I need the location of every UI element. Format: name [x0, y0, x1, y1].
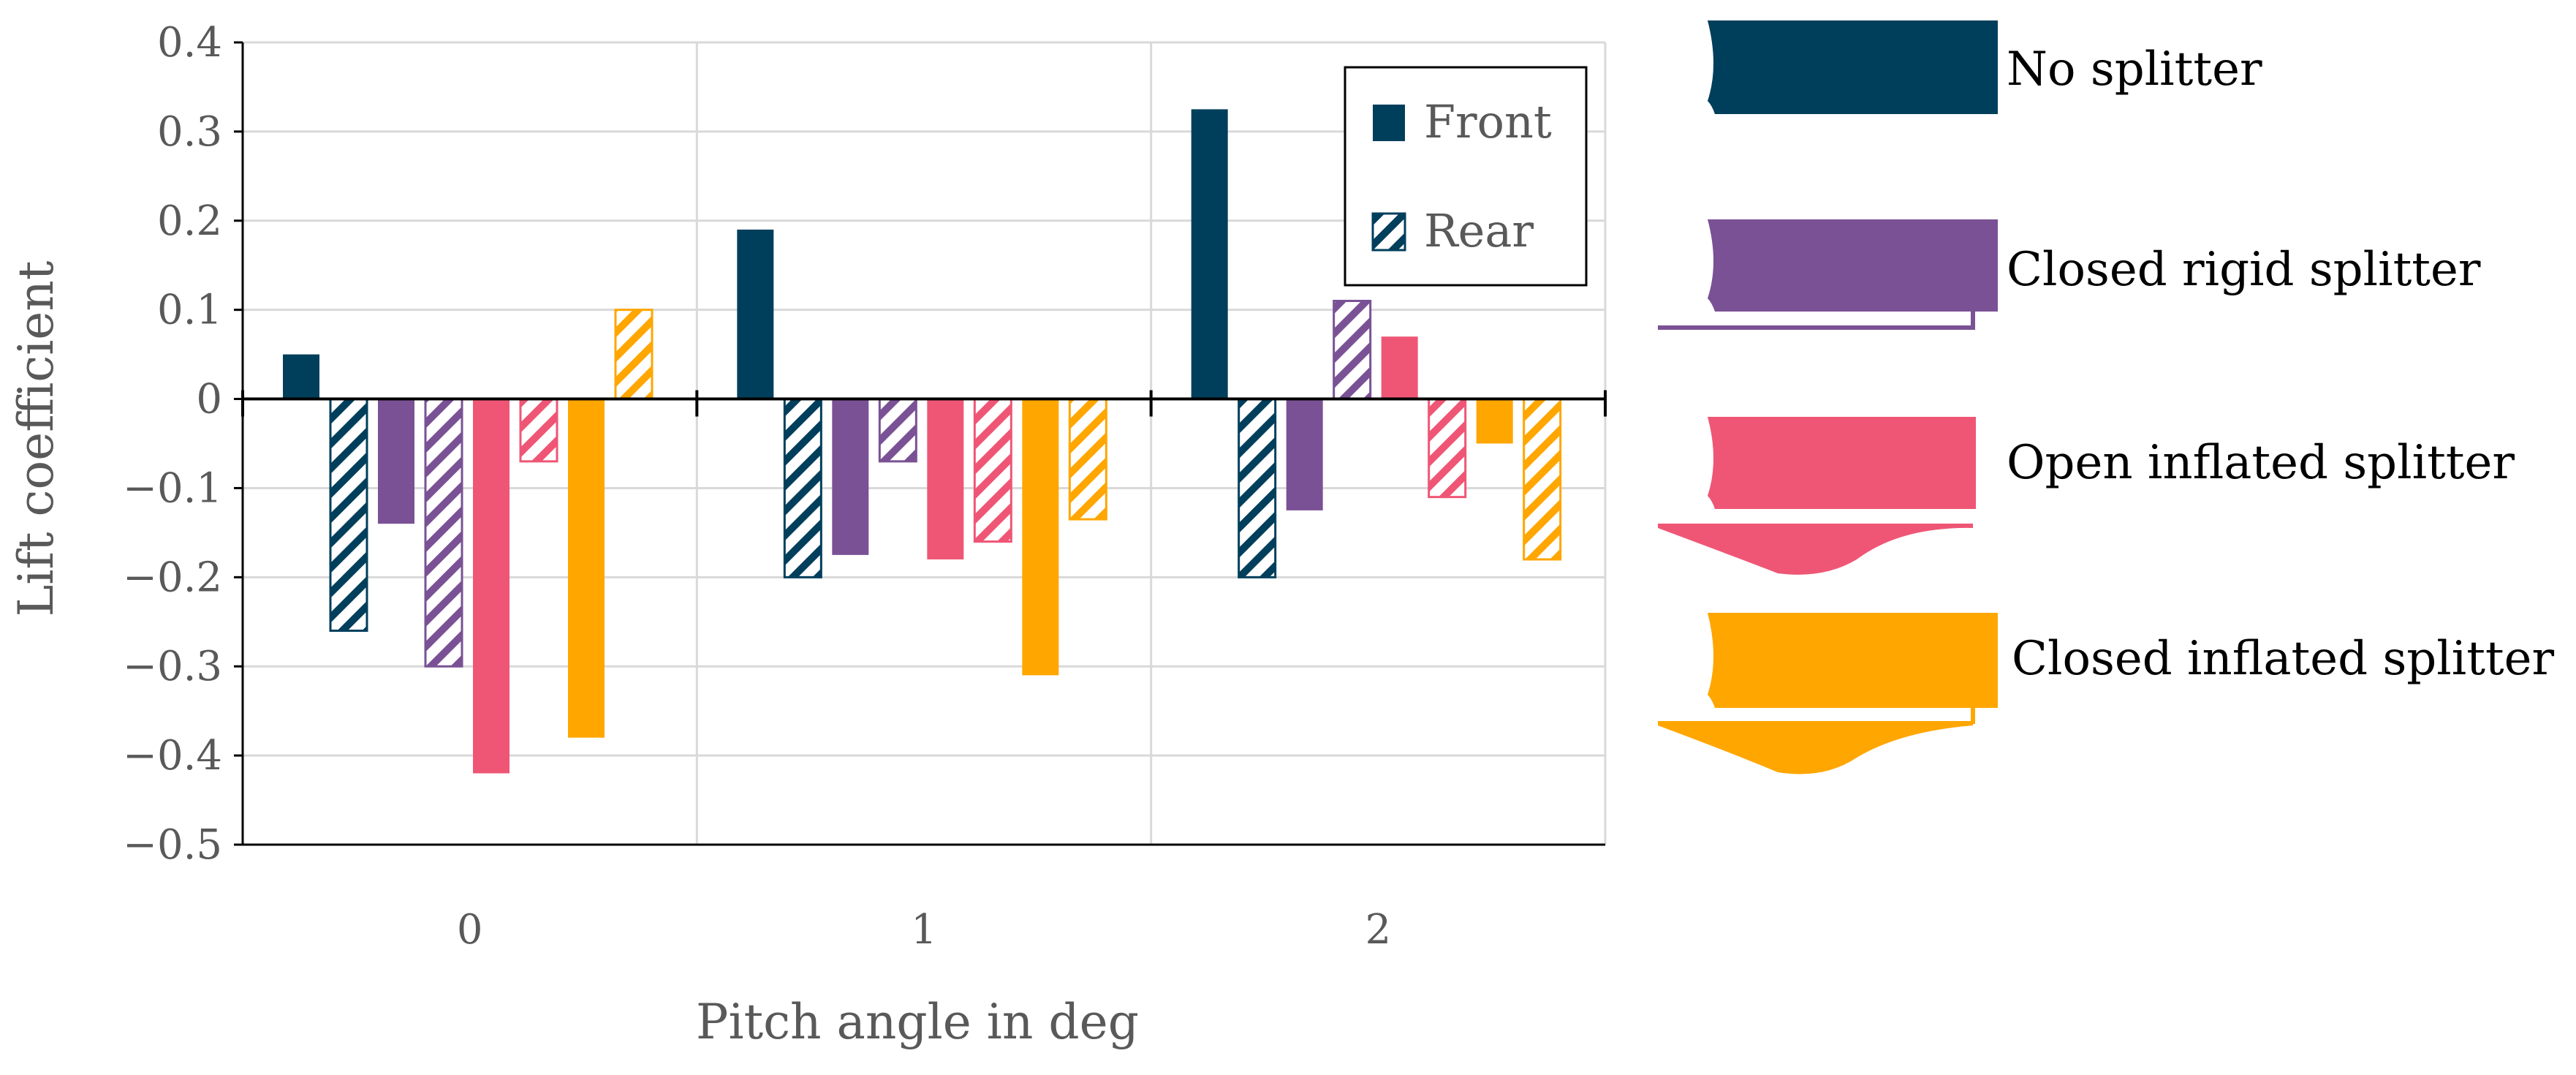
bar-front: [378, 399, 414, 524]
bar-rear: [1333, 299, 1372, 401]
car-profile-open-inflated: [1708, 417, 1976, 509]
bar-front: [473, 399, 509, 774]
legend: Front Rear: [1344, 66, 1588, 287]
inflated-splitter-shape: [1658, 524, 1973, 575]
y-tick-label: 0.3: [157, 108, 222, 156]
bar-rear: [1238, 398, 1277, 578]
y-tick-label: 0.1: [157, 287, 222, 334]
bars: [283, 109, 1562, 774]
bar-rear: [329, 398, 368, 632]
bar-front: [1022, 399, 1059, 676]
config-closed-inflated-splitter: Closed inflated splitter: [1658, 613, 2555, 774]
x-tick-labels: 0 1 2: [457, 906, 1391, 954]
bar-front: [832, 399, 869, 555]
bar-front: [1286, 399, 1323, 510]
bar-rear: [614, 309, 654, 401]
bar-rear: [783, 398, 822, 578]
bar-front: [1381, 336, 1418, 399]
legend-label-front: Front: [1424, 95, 1552, 148]
config-label-closed-inflated: Closed inflated splitter: [2012, 632, 2555, 686]
config-no-splitter: No splitter: [1708, 20, 2262, 114]
car-profile-no-splitter: [1708, 20, 1998, 114]
y-axis-title: Lift coefficient: [8, 261, 64, 617]
bar-rear: [1068, 398, 1107, 521]
bar-front: [568, 399, 605, 738]
bar-front: [1476, 399, 1513, 444]
config-label-closed-rigid: Closed rigid splitter: [2007, 243, 2481, 297]
bar-rear: [1523, 398, 1562, 561]
bar-front: [927, 399, 964, 559]
y-tick-label: 0.4: [157, 19, 222, 67]
y-tick-label: −0.3: [123, 643, 222, 690]
y-tick-labels: 0.4 0.3 0.2 0.1 0 −0.1 −0.2 −0.3 −0.4 −0.5: [123, 19, 222, 869]
bar-rear: [878, 398, 917, 463]
y-tick-label: −0.1: [123, 464, 222, 512]
bar-front: [1191, 109, 1228, 399]
legend-swatch-front: [1373, 105, 1405, 141]
x-tick-label: 0: [457, 906, 483, 954]
closed-inflated-splitter-shape: [1658, 721, 1973, 774]
bar-rear: [424, 398, 463, 668]
legend-swatch-rear: [1371, 212, 1406, 252]
bar-front: [283, 354, 319, 399]
bar-front: [737, 229, 774, 399]
car-profile-closed-rigid: [1708, 219, 1998, 312]
bar-rear: [1428, 398, 1467, 499]
x-tick-label: 1: [911, 906, 937, 954]
axes: [234, 41, 1607, 846]
x-tick-label: 2: [1365, 906, 1392, 954]
y-tick-label: −0.5: [123, 821, 222, 869]
config-label-no-splitter: No splitter: [2007, 42, 2262, 97]
config-closed-rigid-splitter: Closed rigid splitter: [1658, 219, 2481, 330]
bar-rear: [973, 398, 1012, 543]
y-tick-label: 0: [196, 376, 222, 423]
rigid-splitter-shape: [1658, 312, 1975, 330]
y-tick-label: −0.2: [123, 554, 222, 601]
config-label-open-inflated: Open inflated splitter: [2007, 436, 2515, 490]
y-tick-label: −0.4: [123, 732, 222, 780]
car-profile-closed-inflated: [1708, 613, 1998, 708]
config-open-inflated-splitter: Open inflated splitter: [1658, 417, 2515, 575]
bar-rear: [519, 398, 558, 463]
y-tick-label: 0.2: [157, 197, 222, 245]
legend-label-rear: Rear: [1424, 204, 1534, 257]
x-axis-title: Pitch angle in deg: [696, 994, 1139, 1050]
